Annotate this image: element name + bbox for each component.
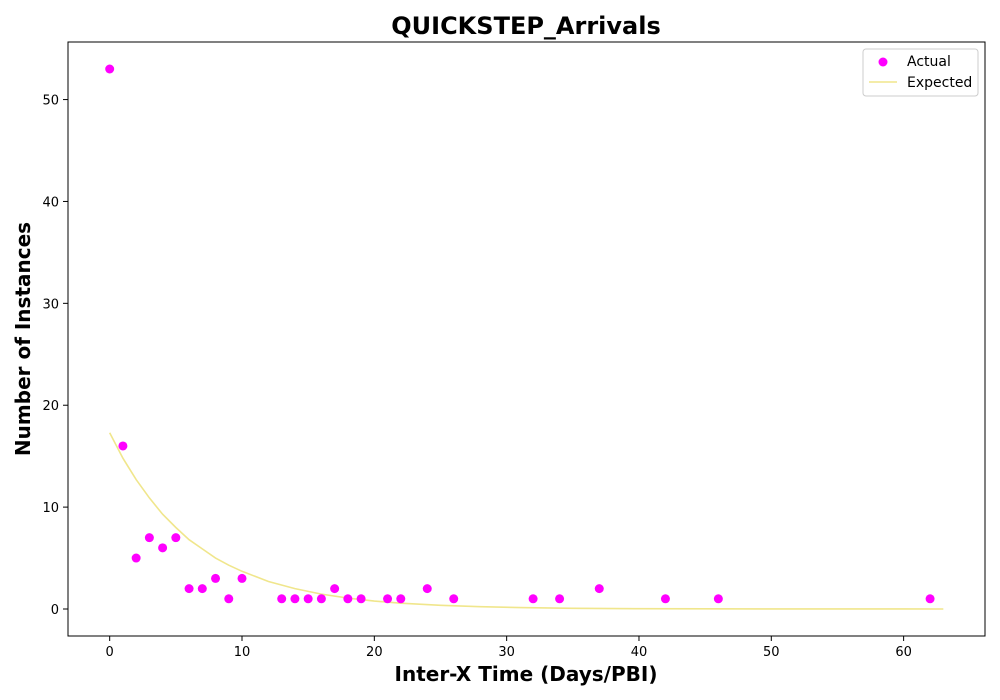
actual-point-13: [303, 594, 313, 604]
legend-box: [862, 48, 979, 97]
y-tick-label-20: 20: [42, 399, 59, 414]
x-tick-label-50: 50: [763, 645, 780, 660]
actual-point-17: [356, 594, 366, 604]
plot-area: [67, 41, 986, 637]
actual-point-8: [211, 573, 221, 583]
actual-point-5: [171, 533, 181, 543]
actual-point-10: [237, 573, 247, 583]
actual-points: [105, 64, 935, 604]
actual-point-7: [197, 584, 207, 594]
actual-point-27: [925, 594, 935, 604]
actual-point-20: [422, 584, 432, 594]
actual-point-2: [131, 553, 141, 563]
y-tick-label-30: 30: [42, 297, 59, 312]
x-axis: 0 10 20 30 40 50 60: [106, 636, 912, 660]
x-tick-label-0: 0: [106, 645, 114, 660]
x-tick-label-30: 30: [498, 645, 515, 660]
actual-point-18: [383, 594, 393, 604]
actual-point-16: [343, 594, 353, 604]
actual-point-26: [713, 594, 723, 604]
actual-point-4: [158, 543, 168, 553]
x-tick-label-40: 40: [631, 645, 648, 660]
actual-point-12: [290, 594, 300, 604]
actual-point-1: [118, 441, 128, 451]
actual-point-11: [277, 594, 287, 604]
chart-title: QUICKSTEP_Arrivals: [391, 12, 661, 40]
x-tick-label-60: 60: [895, 645, 912, 660]
y-tick-label-50: 50: [42, 94, 59, 109]
x-tick-label-20: 20: [366, 645, 383, 660]
actual-point-14: [316, 594, 326, 604]
actual-point-21: [449, 594, 459, 604]
actual-point-15: [330, 584, 340, 594]
y-tick-label-0: 0: [51, 603, 59, 618]
x-axis-title: Inter-X Time (Days/PBI): [395, 662, 658, 686]
y-tick-label-40: 40: [42, 195, 59, 210]
y-axis: 0 10 20 30 40 50: [42, 94, 68, 618]
y-axis-title: Number of Instances: [11, 222, 35, 456]
legend-actual-label: Actual: [907, 54, 951, 70]
legend: Actual Expected: [862, 48, 979, 97]
actual-point-23: [555, 594, 565, 604]
actual-point-9: [224, 594, 234, 604]
y-tick-label-10: 10: [42, 501, 59, 516]
expected-curve: [108, 432, 944, 610]
actual-point-6: [184, 584, 194, 594]
legend-expected-label: Expected: [907, 75, 972, 91]
actual-point-22: [528, 594, 538, 604]
actual-point-19: [396, 594, 406, 604]
actual-point-24: [594, 584, 604, 594]
actual-point-25: [660, 594, 670, 604]
actual-point-3: [144, 533, 154, 543]
actual-point-0: [105, 64, 115, 74]
x-tick-label-10: 10: [234, 645, 251, 660]
legend-actual-marker: [878, 57, 888, 67]
